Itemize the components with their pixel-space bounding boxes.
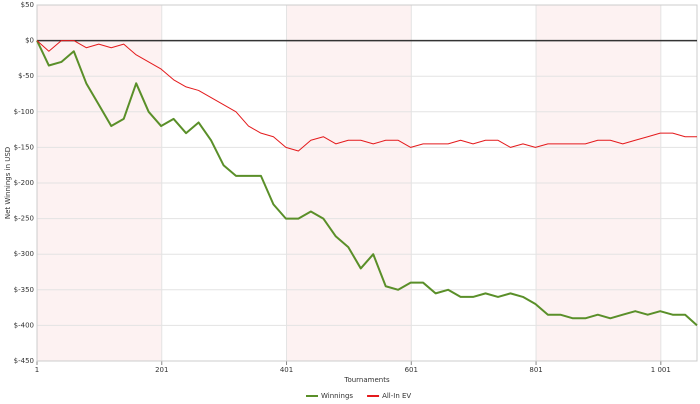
series-line bbox=[36, 40, 697, 152]
y-tick-label: $-200 bbox=[14, 179, 34, 187]
x-tick-label: 1 001 bbox=[651, 366, 671, 374]
y-tick-label: $-350 bbox=[14, 286, 34, 294]
x-tick-label: 801 bbox=[529, 366, 542, 374]
x-tick-label: 201 bbox=[155, 366, 168, 374]
x-axis-title: Tournaments bbox=[343, 376, 390, 384]
y-tick-label: $-300 bbox=[14, 250, 34, 258]
y-tick-label: $-250 bbox=[14, 215, 34, 223]
x-tick-label: 601 bbox=[405, 366, 418, 374]
plot-frame bbox=[36, 4, 698, 362]
y-tick-label: $-450 bbox=[14, 357, 34, 365]
y-tick-label: $50 bbox=[21, 1, 34, 9]
y-tick-label: $-400 bbox=[14, 321, 34, 329]
series-line bbox=[36, 40, 698, 327]
y-tick-label: $-50 bbox=[18, 72, 34, 80]
x-tick-label: 1 bbox=[35, 366, 39, 374]
x-tick-label: 401 bbox=[280, 366, 293, 374]
y-tick-label: $-150 bbox=[14, 143, 34, 151]
y-axis-title: Net Winnings in USD bbox=[4, 147, 12, 219]
legend-label: Winnings bbox=[321, 392, 353, 400]
y-tick-label: $0 bbox=[25, 37, 34, 45]
y-tick-label: $-100 bbox=[14, 108, 34, 116]
legend-label: All-In EV bbox=[382, 392, 411, 400]
